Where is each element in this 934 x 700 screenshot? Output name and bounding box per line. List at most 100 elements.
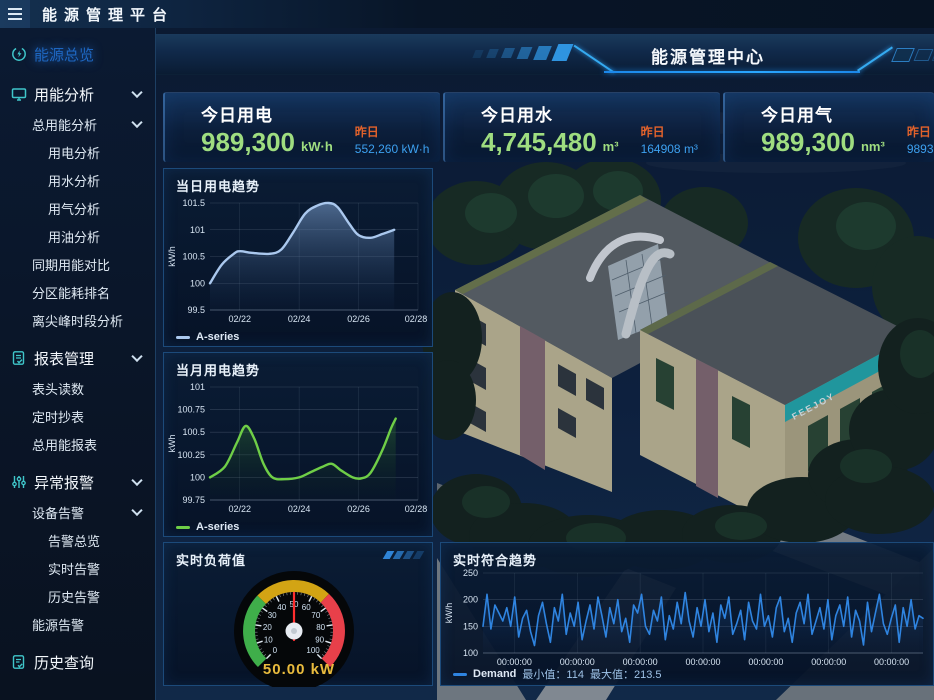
stat-prev-label: 昨日 [354,125,379,139]
svg-text:60: 60 [302,603,311,612]
chevron-down-icon [131,504,143,517]
stat-unit: m³ [602,139,619,154]
svg-text:00:00:00: 00:00:00 [811,657,846,667]
legend-min-value: 最小值：114 [522,669,584,681]
sidebar-item-peak-period-analysis[interactable]: 离尖峰时段分析 [0,306,155,334]
svg-text:00:00:00: 00:00:00 [623,657,658,667]
sidebar-item-scheduled-reading[interactable]: 定时抄表 [0,402,155,430]
panel-daily-power-trend: 当日用电趋势 99.5 100 100.5 101 101.5 02/22 02/24 02/… [163,168,433,347]
svg-text:00:00:00: 00:00:00 [748,657,783,667]
svg-text:40: 40 [277,603,286,612]
sidebar-item-history-alarm[interactable]: 历史告警 [0,582,155,610]
stat-label: 今日用水 [481,106,553,125]
svg-text:0: 0 [273,646,278,655]
sidebar-item-report-management[interactable]: 报表管理 [0,342,155,374]
sidebar-item-energy-alarm[interactable]: 能源告警 [0,610,155,638]
daily-power-chart: 99.5 100 100.5 101 101.5 02/22 02/24 02/26 02/28… [166,195,432,328]
stat-prev-label: 昨日 [906,125,931,139]
gauge-value: 50.00 kW [262,661,336,678]
stat-card-water: 今日用水 4,745,480 m³ 昨日 164908 m³ [443,92,720,162]
svg-text:02/22: 02/22 [228,314,251,324]
chart-legend: Demand 最小值：114 最大值：213.5 [453,666,661,682]
sidebar-item-history-query[interactable]: 历史查询 [0,646,155,678]
menu-toggle-icon[interactable] [0,0,30,28]
panel-monthly-power-trend: 当月用电趋势 99.75 100 100.25 100.5 100.75 101 02/22… [163,352,433,537]
sidebar-item-water-analysis[interactable]: 用水分析 [0,166,155,194]
svg-text:00:00:00: 00:00:00 [497,657,532,667]
panel-realtime-load: 实时负荷值 0102030405060708090100 50.00 kW [163,542,433,691]
svg-text:02/26: 02/26 [347,504,370,514]
sidebar-item-label: 用能分析 [34,86,95,104]
chevron-down-icon [131,86,143,99]
svg-text:10: 10 [264,635,273,644]
title-underline [604,71,860,73]
sidebar-item-label: 能源告警 [32,617,85,633]
svg-text:99.75: 99.75 [182,495,205,505]
svg-text:100: 100 [190,472,205,482]
svg-text:70: 70 [311,611,320,620]
panel-realtime-demand-trend: 实时符合趋势 100 150 200 250 00:00:00 00:00:00 00:00… [440,542,934,686]
sidebar-item-label: 用气分析 [48,201,101,217]
legend-marker [453,672,467,676]
svg-text:100: 100 [306,646,320,655]
svg-text:101: 101 [190,382,205,392]
sidebar-item-label: 报表管理 [34,350,95,368]
sidebar-item-total-usage-analysis[interactable]: 总用能分析 [0,110,155,138]
svg-text:00:00:00: 00:00:00 [685,657,720,667]
sidebar-item-label: 用水分析 [48,173,101,189]
topbar: 能源管理平台 [0,0,934,28]
sidebar-item-abnormal-alarm[interactable]: 异常报警 [0,466,155,498]
sidebar-item-label: 实时告警 [48,561,101,577]
sidebar-item-energy-overview[interactable]: 能源总览 [0,38,155,70]
panel-title: 实时负荷值 [176,553,247,568]
main-content: FEEJOY [156,28,934,700]
app-title: 能源管理平台 [42,6,175,24]
sidebar-item-gas-analysis[interactable]: 用气分析 [0,194,155,222]
stat-unit: nm³ [860,139,885,154]
sidebar-item-alarm-overview[interactable]: 告警总览 [0,526,155,554]
sidebar-item-label: 历史告警 [48,589,101,605]
chart-legend: A-series [176,331,239,343]
svg-text:02/28: 02/28 [405,504,428,514]
sidebar-item-period-comparison[interactable]: 同期用能对比 [0,250,155,278]
svg-text:100.5: 100.5 [182,427,205,437]
energy-overview-icon [10,46,27,63]
sidebar-item-label: 定时抄表 [32,409,85,425]
sidebar-item-usage-analysis[interactable]: 用能分析 [0,78,155,110]
svg-text:250: 250 [463,568,478,578]
panel-title: 当日用电趋势 [176,179,261,194]
stat-prev-value: 552,260 kW·h [354,142,430,156]
svg-text:00:00:00: 00:00:00 [560,657,595,667]
sidebar-item-zone-ranking[interactable]: 分区能耗排名 [0,278,155,306]
sidebar-item-label: 总用能报表 [32,437,98,453]
sidebar-item-label: 设备告警 [32,505,85,521]
panel-title: 当月用电趋势 [176,363,261,378]
svg-text:02/28: 02/28 [405,314,428,324]
sidebar-item-oil-analysis[interactable]: 用油分析 [0,222,155,250]
sidebar-item-device-alarm[interactable]: 设备告警 [0,498,155,526]
stat-unit: kW·h [300,139,333,154]
legend-marker [176,335,190,339]
sidebar-item-label: 分区能耗排名 [32,285,111,301]
dashboard-title: 能源管理中心 [651,48,765,67]
sidebar-item-total-usage-report[interactable]: 总用能报表 [0,430,155,458]
stat-value: 989,300 [761,127,855,157]
monthly-power-chart: 99.75 100 100.25 100.5 100.75 101 02/22 02/24 02… [166,379,432,518]
sidebar-item-realtime-alarm[interactable]: 实时告警 [0,554,155,582]
monitor-icon [10,86,27,103]
svg-text:150: 150 [463,621,478,631]
sidebar-item-electricity-analysis[interactable]: 用电分析 [0,138,155,166]
svg-text:100.75: 100.75 [177,405,205,415]
svg-text:02/26: 02/26 [347,314,370,324]
stat-card-electricity: 今日用电 989,300 kW·h 昨日 552,260 kW·h [163,92,440,162]
sidebar-item-label: 能源总览 [34,46,95,64]
svg-text:100: 100 [463,648,478,658]
sidebar-item-meter-reading[interactable]: 表头读数 [0,374,155,402]
report-icon [10,350,27,367]
svg-text:02/22: 02/22 [228,504,251,514]
svg-text:20: 20 [263,623,272,632]
stat-value: 4,745,480 [481,127,597,157]
sidebar-item-label: 告警总览 [48,533,101,549]
svg-text:100: 100 [190,278,205,288]
legend-label: A-series [196,521,240,533]
